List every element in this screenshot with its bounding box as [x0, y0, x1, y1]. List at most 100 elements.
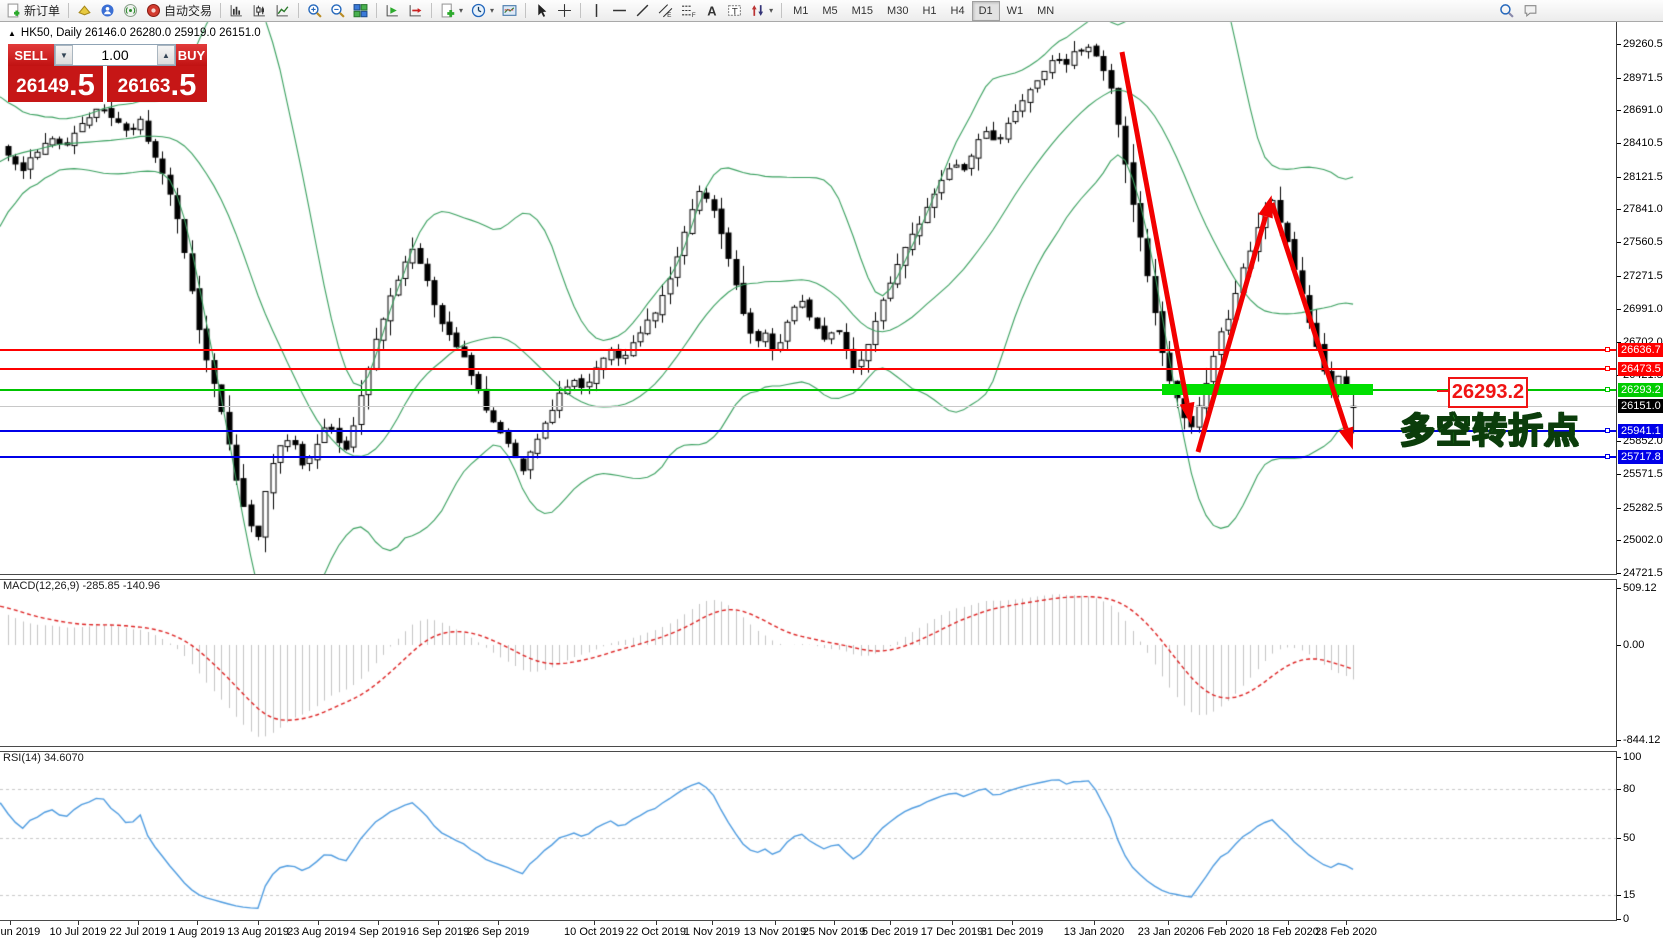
volume-down-button[interactable]: ▼: [55, 45, 73, 65]
toolbar-button-label: M1: [793, 4, 809, 17]
date-axis-tick: [1012, 921, 1013, 925]
axis-tick: [1617, 242, 1621, 244]
volume-up-button[interactable]: ▲: [157, 45, 175, 65]
date-axis-tick: [1094, 921, 1095, 925]
toolbar-indicators[interactable]: ▾: [436, 1, 467, 21]
toolbar-tile-windows[interactable]: [349, 1, 372, 21]
toolbar-templates[interactable]: [498, 1, 521, 21]
toolbar-crosshair-tool[interactable]: [553, 1, 576, 21]
toolbar-auto-trading[interactable]: 自动交易: [142, 1, 216, 21]
main-toolbar: 新订单 自动交易 ▾ ▾ E F A T ▾ M1 M5 M15 M30 H1 H4 D1 W1 MN: [0, 0, 1663, 22]
date-axis-label: 5 Dec 2019: [861, 926, 919, 938]
price-badge: 26473.5: [1618, 361, 1663, 376]
toolbar-button-label: M30: [887, 4, 909, 17]
rsi-pane-separator[interactable]: [0, 746, 1617, 752]
support-zone-bar[interactable]: [1162, 384, 1373, 396]
date-axis-label: 17 Dec 2019: [920, 926, 984, 938]
toolbar-tf-mn[interactable]: MN: [1030, 1, 1061, 21]
toolbar-cursor-tool[interactable]: [530, 1, 553, 21]
price-hline-26473.5[interactable]: [0, 367, 1616, 370]
toolbar-auto-scroll[interactable]: [381, 1, 404, 21]
toolbar-chat-button[interactable]: [1521, 2, 1539, 18]
sell-price[interactable]: 26149 .5: [8, 66, 103, 102]
vline-icon: [589, 3, 604, 18]
toolbar-arrows-tool[interactable]: ▾: [746, 1, 777, 21]
search-icon: [1499, 3, 1514, 18]
toolbar-signals[interactable]: [119, 1, 142, 21]
hline-end-marker: [1605, 346, 1610, 352]
toolbar-tf-m5[interactable]: M5: [815, 1, 844, 21]
date-axis-label: 22 Jul 2019: [109, 926, 167, 938]
date-axis-label: 25 Nov 2019: [802, 926, 866, 938]
toolbar-zoom-in[interactable]: [303, 1, 326, 21]
axis-tick: [1617, 789, 1621, 791]
toolbar-community[interactable]: [96, 1, 119, 21]
toolbar-separator: [525, 3, 527, 18]
toolbar-tf-m30[interactable]: M30: [880, 1, 915, 21]
toolbar-label-tool[interactable]: T: [723, 1, 746, 21]
date-axis-tick: [1346, 921, 1347, 925]
toolbar-button-label: 自动交易: [164, 4, 213, 18]
candle-chart-icon: [252, 3, 267, 18]
toolbar-tf-m15[interactable]: M15: [845, 1, 880, 21]
buy-button[interactable]: BUY: [176, 44, 207, 66]
date-axis-label: 16 Sep 2019: [406, 926, 470, 938]
arrows-icon: [750, 3, 765, 18]
toolbar-chart-shift[interactable]: [404, 1, 427, 21]
dropdown-caret-icon: ▾: [459, 6, 464, 15]
toolbar-zoom-out[interactable]: [326, 1, 349, 21]
price-hline-25717.8[interactable]: [0, 455, 1616, 458]
sell-button[interactable]: SELL: [8, 44, 54, 66]
macd-pane-separator[interactable]: [0, 574, 1617, 580]
buy-price[interactable]: 26163 .5: [107, 66, 207, 102]
toolbar-candle-chart-mode[interactable]: [248, 1, 271, 21]
axis-tick: [1617, 645, 1621, 646]
volume-input[interactable]: 1.00: [101, 47, 129, 63]
turning-point-annotation[interactable]: 多空转折点: [1399, 411, 1581, 452]
toolbar-button-label: D1: [978, 4, 993, 17]
chat-icon: [1523, 3, 1538, 18]
date-axis-label: 10 Oct 2019: [564, 926, 624, 938]
price-callout-connector: [1437, 389, 1448, 392]
toolbar-separator: [431, 3, 433, 18]
date-axis-tick: [775, 921, 776, 925]
date-axis-tick: [318, 921, 319, 925]
toolbar-channel-tool[interactable]: E: [654, 1, 677, 21]
bar-chart-icon: [229, 3, 244, 18]
toolbar-line-chart-mode[interactable]: [271, 1, 294, 21]
toolbar-new-order[interactable]: 新订单: [2, 1, 64, 21]
price-badge: 26636.7: [1618, 342, 1663, 357]
price-hline-26293.2[interactable]: [0, 388, 1616, 391]
toolbar-hline-tool[interactable]: [608, 1, 631, 21]
toolbar-profiles[interactable]: [73, 1, 96, 21]
rsi-axis-label: 100: [1623, 751, 1642, 763]
price-callout-box[interactable]: 26293.2: [1448, 377, 1528, 408]
toolbar-vline-tool[interactable]: [585, 1, 608, 21]
toolbar-trendline-tool[interactable]: [631, 1, 654, 21]
toolbar-periods[interactable]: ▾: [467, 1, 498, 21]
toolbar-bar-chart-mode[interactable]: [225, 1, 248, 21]
price-hline-26636.7[interactable]: [0, 348, 1616, 351]
toolbar-separator: [580, 3, 582, 18]
one-click-collapse-icon[interactable]: ▲: [8, 28, 16, 38]
axis-tick: [1617, 587, 1621, 589]
price-axis-label: 25571.5: [1623, 467, 1663, 480]
toolbar-tf-h1[interactable]: H1: [915, 1, 943, 21]
toolbar-tf-d1[interactable]: D1: [971, 0, 1000, 21]
toolbar-tf-m1[interactable]: M1: [786, 1, 815, 21]
price-hline-26151.0[interactable]: [0, 405, 1616, 407]
axis-tick: [1617, 44, 1621, 45]
toolbar-search-button[interactable]: [1497, 2, 1515, 18]
price-axis-label: 28410.5: [1623, 137, 1663, 150]
axis-tick: [1617, 209, 1621, 211]
toolbar-button-label: 新订单: [24, 4, 61, 18]
price-axis-label: 25282.5: [1623, 501, 1663, 514]
toolbar-tf-h4[interactable]: H4: [944, 1, 972, 21]
toolbar-fibonacci-tool[interactable]: F: [677, 1, 700, 21]
toolbar-tf-w1[interactable]: W1: [1000, 1, 1031, 21]
price-axis-line: [1616, 22, 1617, 921]
price-hline-25941.1[interactable]: [0, 429, 1616, 432]
toolbar-text-tool[interactable]: A: [700, 1, 723, 21]
